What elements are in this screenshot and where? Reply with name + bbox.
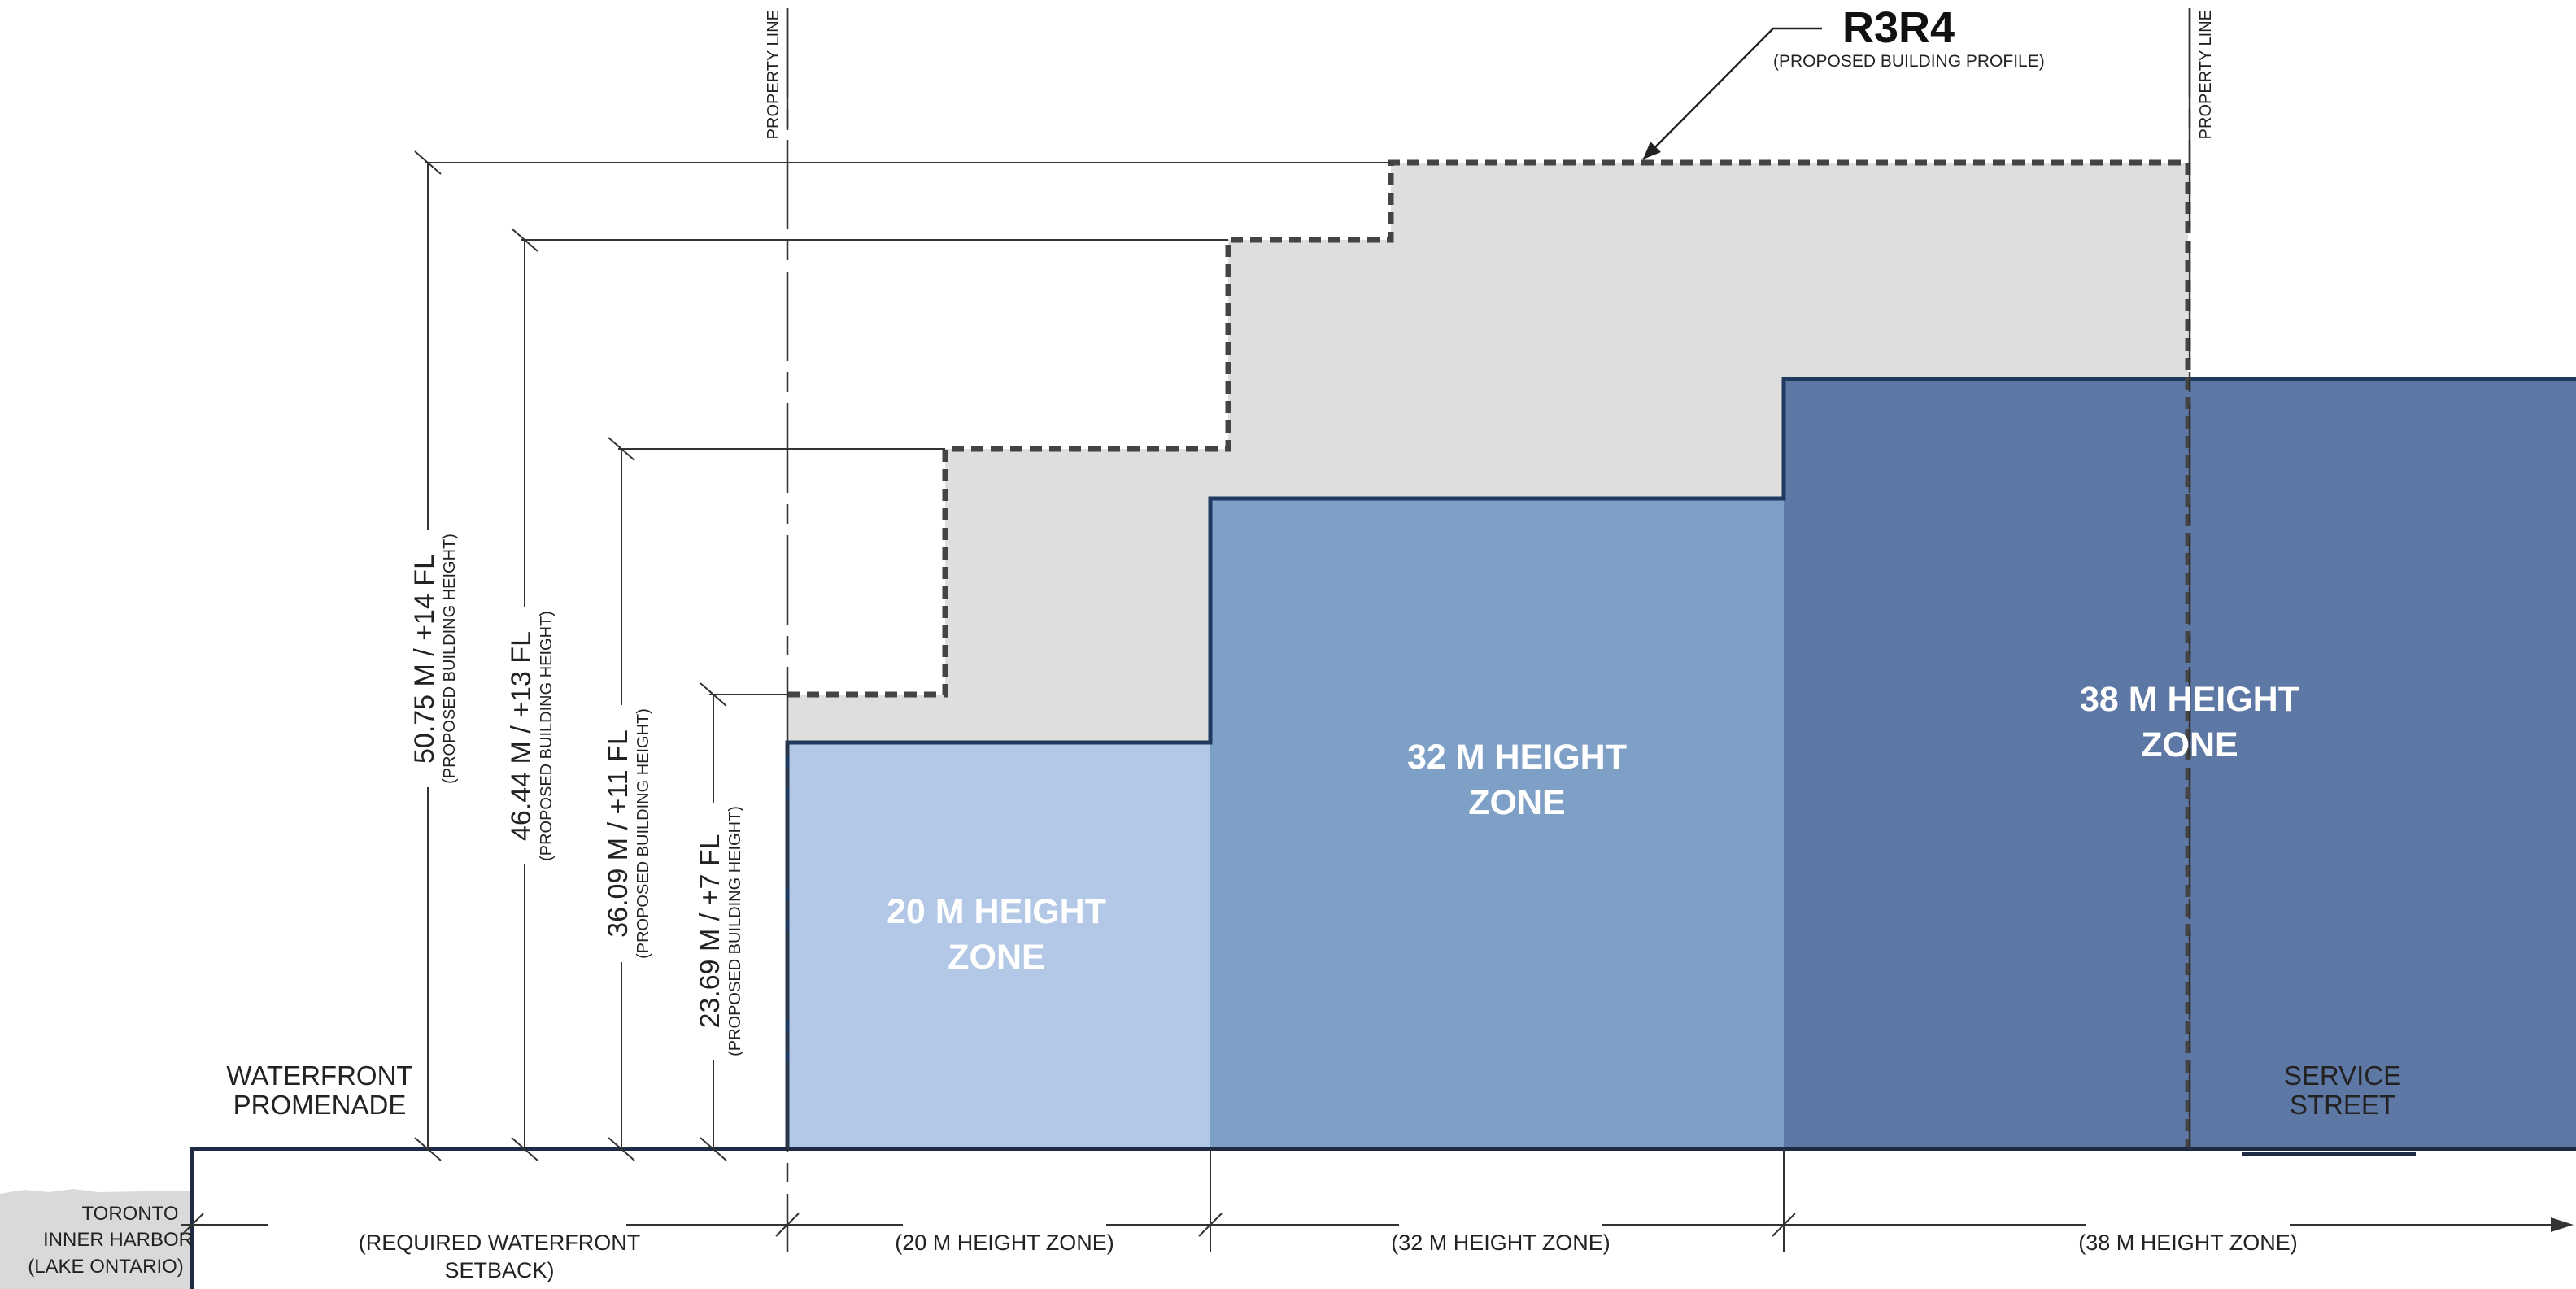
service-street-label-line2: STREET [2290, 1090, 2395, 1120]
dimension-label-50-75: 50.75 M / +14 FL (PROPOSED BUILDING HEIG… [404, 530, 459, 787]
svg-text:(PROPOSED BUILDING HEIGHT): (PROPOSED BUILDING HEIGHT) [726, 806, 744, 1056]
svg-text:SETBACK): SETBACK) [444, 1258, 554, 1282]
svg-text:36.09 M / +11 FL: 36.09 M / +11 FL [603, 729, 634, 937]
dimension-label-36-09: 36.09 M / +11 FL (PROPOSED BUILDING HEIG… [598, 705, 652, 962]
svg-text:23.69 M / +7 FL: 23.69 M / +7 FL [695, 834, 726, 1028]
svg-text:(38 M HEIGHT ZONE): (38 M HEIGHT ZONE) [2078, 1230, 2298, 1255]
zone-38m-label-line1: 38 M HEIGHT [2080, 680, 2299, 719]
svg-text:(32 M HEIGHT ZONE): (32 M HEIGHT ZONE) [1391, 1230, 1611, 1255]
profile-subtitle: (PROPOSED BUILDING PROFILE) [1773, 52, 2045, 71]
zone-20m-label-line2: ZONE [948, 938, 1044, 977]
setback-label: (REQUIRED WATERFRONT SETBACK) [268, 1204, 640, 1285]
svg-text:(PROPOSED BUILDING HEIGHT): (PROPOSED BUILDING HEIGHT) [441, 533, 459, 784]
waterfront-promenade-label-line2: PROMENADE [233, 1090, 407, 1120]
profile-callout-arrowhead [1643, 142, 1661, 159]
profile-title: R3R4 [1842, 3, 1955, 52]
zone32-dimension-label: (32 M HEIGHT ZONE) [1391, 1212, 1611, 1261]
zone-32m-block [1210, 499, 1784, 1149]
svg-text:(PROPOSED BUILDING HEIGHT): (PROPOSED BUILDING HEIGHT) [538, 611, 556, 861]
proposed-profile-outline [787, 159, 2191, 1149]
zone-32m-label-line2: ZONE [1468, 783, 1565, 822]
svg-text:(PROPOSED BUILDING HEIGHT): (PROPOSED BUILDING HEIGHT) [634, 708, 652, 959]
zone-38m-block [1784, 379, 2576, 1149]
harbor-label-line1: TORONTO [81, 1203, 178, 1225]
svg-text:(20 M HEIGHT ZONE): (20 M HEIGHT ZONE) [895, 1230, 1114, 1255]
zone-38m-label-line2: ZONE [2141, 725, 2238, 764]
dimension-label-23-69: 23.69 M / +7 FL (PROPOSED BUILDING HEIGH… [690, 803, 744, 1060]
svg-text:50.75 M / +14 FL: 50.75 M / +14 FL [409, 554, 440, 764]
svg-text:46.44 M / +13 FL: 46.44 M / +13 FL [506, 631, 537, 841]
zone-32m-label-line1: 32 M HEIGHT [1407, 738, 1627, 777]
zone20-dimension-label: (20 M HEIGHT ZONE) [895, 1212, 1114, 1261]
harbor-label-line2: INNER HARBOR [43, 1229, 193, 1251]
bottom-dimension-arrowhead [2551, 1217, 2574, 1232]
zone-20m-block [787, 742, 1210, 1149]
zone38-dimension-label: (38 M HEIGHT ZONE) [2078, 1212, 2298, 1261]
service-street-label-line1: SERVICE [2284, 1060, 2401, 1091]
property-line-label-right: PROPERTY LINE [2197, 10, 2215, 139]
profile-callout-leader [1642, 27, 1822, 160]
zone-20m-label-line1: 20 M HEIGHT [887, 892, 1106, 931]
dimension-label-46-44: 46.44 M / +13 FL (PROPOSED BUILDING HEIG… [501, 607, 556, 864]
waterfront-promenade-label-line1: WATERFRONT [226, 1060, 412, 1091]
property-line-label-left: PROPERTY LINE [765, 10, 782, 139]
svg-text:(REQUIRED WATERFRONT: (REQUIRED WATERFRONT [359, 1230, 640, 1255]
harbor-label-line3: (LAKE ONTARIO) [28, 1256, 184, 1278]
harbor-water [0, 1189, 192, 1289]
ground-line [190, 1147, 2576, 1289]
